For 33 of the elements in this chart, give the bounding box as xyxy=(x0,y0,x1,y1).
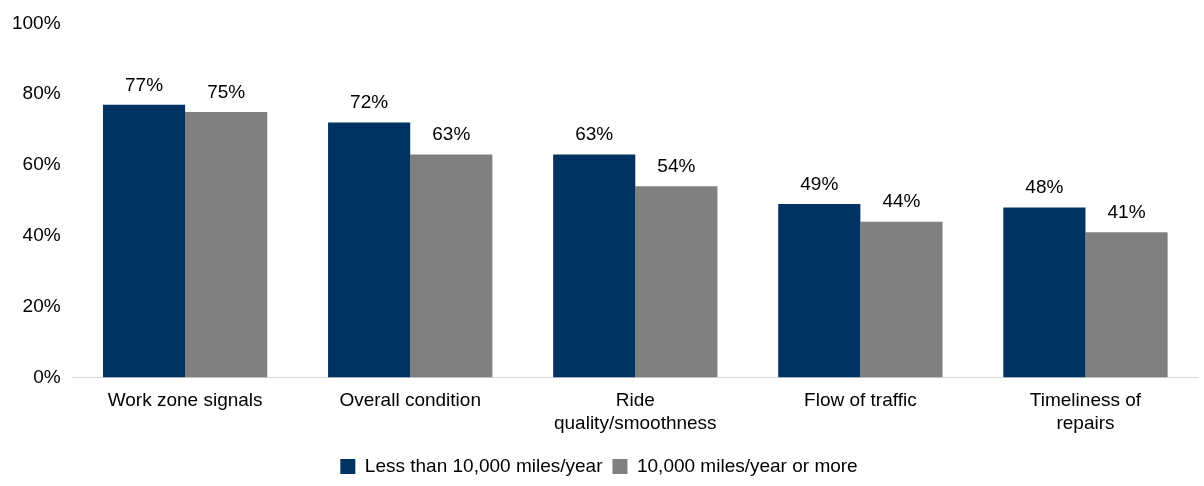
data-label: 75% xyxy=(207,80,246,102)
data-label: 48% xyxy=(1025,176,1064,198)
bar xyxy=(635,186,718,378)
data-label: 41% xyxy=(1107,200,1146,222)
data-label: 63% xyxy=(432,123,471,145)
legend-label: Less than 10,000 miles/year xyxy=(364,454,604,476)
bar xyxy=(778,203,861,378)
bar xyxy=(1085,232,1168,378)
data-label: 77% xyxy=(125,73,164,95)
legend-label: 10,000 miles/year or more xyxy=(636,454,858,476)
bar xyxy=(1003,207,1086,378)
bar xyxy=(860,221,943,378)
bar xyxy=(102,104,186,378)
bar xyxy=(328,122,411,378)
x-tick-label: Overall condition xyxy=(339,389,481,411)
y-tick-label: 40% xyxy=(22,224,61,246)
y-tick-label: 80% xyxy=(22,82,61,104)
x-tick-label: Flow of traffic xyxy=(804,389,917,411)
data-label: 44% xyxy=(882,190,921,212)
data-label: 49% xyxy=(800,172,839,194)
y-tick-label: 100% xyxy=(11,11,61,33)
x-tick-label: Work zone signals xyxy=(107,389,263,411)
data-label: 54% xyxy=(657,154,696,176)
y-tick-label: 0% xyxy=(33,365,61,387)
bar xyxy=(553,154,636,378)
bar xyxy=(185,111,268,378)
x-tick-label: Ride quality/smoothness xyxy=(553,389,717,433)
y-tick-label: 20% xyxy=(22,294,61,316)
data-label: 72% xyxy=(350,91,389,113)
x-tick-label: Timeliness of repairs xyxy=(1029,389,1142,433)
y-tick-label: 60% xyxy=(22,153,61,175)
data-label: 63% xyxy=(575,123,614,145)
bar xyxy=(410,154,493,378)
